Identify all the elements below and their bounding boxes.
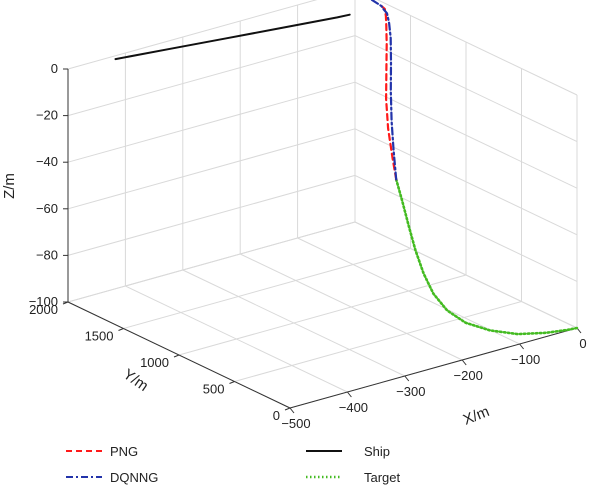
legend-label-ship: Ship	[364, 444, 390, 459]
series-line-png	[380, 4, 398, 181]
x-tick-label-0: −500	[281, 416, 310, 431]
gridline-back-z-2	[67, 81, 356, 163]
grid-layer	[67, 0, 578, 409]
gridline-back-z-5	[67, 221, 356, 303]
gridline-side-z-1	[354, 35, 578, 143]
gridline-floor-y-1	[234, 301, 522, 382]
gridline-floor-y-3	[123, 248, 411, 329]
y-tick-label-2: 1000	[140, 355, 169, 370]
legend-label-png: PNG	[110, 444, 138, 459]
y-tick-label-0: 0	[273, 408, 280, 423]
y-tick-mark-2	[173, 354, 180, 358]
legend-item-ship: Ship	[306, 444, 390, 459]
tick-layer: −500 −400 −300 −200 −100 0 0 500 1000 1500 2000 0 −2…	[29, 61, 587, 431]
gridline-back-z-3	[67, 128, 356, 210]
x-tick-label-5: 0	[579, 336, 586, 351]
x-tick-label-2: −300	[396, 384, 425, 399]
y-tick-mark-1	[229, 381, 235, 384]
z-tick-label-4: −80	[36, 247, 58, 262]
z-tick-label-5: −100	[29, 294, 58, 309]
series-line-dqnng	[370, 0, 398, 181]
gridline-back-z-0	[67, 0, 318, 70]
x-tick-label-3: −200	[454, 368, 483, 383]
back-wall-pane	[68, 0, 355, 302]
legend-label-target: Target	[364, 470, 401, 485]
gridline-side-z-4	[354, 174, 578, 282]
y-tick-mark-0	[284, 407, 291, 411]
y-tick-label-3: 1500	[85, 329, 114, 344]
gridline-floor-y-2	[178, 274, 467, 356]
z-tick-label-3: −60	[36, 201, 58, 216]
series-layer	[114, 0, 579, 336]
gridline-side-z-5	[354, 221, 578, 329]
x-axis-line	[289, 327, 578, 409]
y-axis-label: Y/m	[120, 366, 152, 395]
legend-item-target: Target	[306, 470, 401, 485]
x-axis-label: X/m	[461, 403, 492, 429]
x-tick-mark-1	[347, 391, 352, 398]
gridline-side-z-0	[376, 0, 578, 96]
x-tick-label-4: −100	[511, 352, 540, 367]
series-line-target	[394, 178, 579, 336]
gridline-back-z-4	[67, 174, 356, 256]
z-tick-label-1: −20	[36, 108, 58, 123]
x-tick-label-1: −400	[339, 400, 368, 415]
y-tick-label-1: 500	[203, 382, 225, 397]
series-line-ship	[114, 13, 351, 61]
legend-item-png: PNG	[66, 444, 138, 459]
z-tick-label-0: 0	[51, 61, 58, 76]
z-tick-label-2: −40	[36, 154, 58, 169]
x-tick-mark-0	[289, 407, 295, 414]
gridline-side-z-3	[354, 128, 578, 236]
axis-layer	[62, 68, 582, 414]
y-tick-label-4: 2000	[29, 302, 58, 317]
gridline-back-z-1	[67, 35, 356, 117]
legend-label-dqnng: DQNNG	[110, 470, 158, 485]
x-tick-mark-2	[404, 375, 410, 382]
x-tick-mark-4	[519, 343, 524, 350]
legend: PNG DQNNG Ship Target	[66, 444, 401, 485]
z-axis-label: Z/m	[1, 173, 18, 199]
y-tick-mark-3	[118, 328, 124, 331]
legend-item-dqnng: DQNNG	[66, 470, 158, 485]
x-tick-mark-3	[461, 359, 467, 366]
